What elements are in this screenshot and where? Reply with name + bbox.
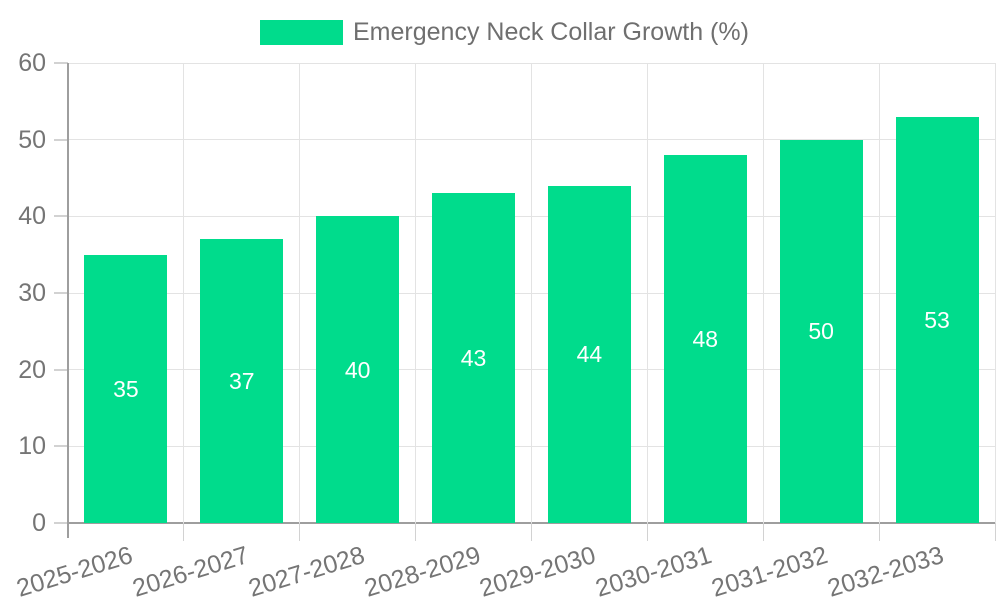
y-tick [54, 445, 68, 448]
x-tick [994, 523, 996, 541]
y-axis-label: 10 [18, 432, 46, 461]
legend-label: Emergency Neck Collar Growth (%) [353, 18, 749, 46]
y-axis-label: 50 [18, 125, 46, 154]
y-tick [54, 522, 68, 524]
bar[interactable] [316, 216, 400, 523]
bar[interactable] [84, 254, 168, 523]
legend-swatch [260, 20, 343, 45]
bar-value-label: 43 [460, 345, 487, 372]
x-tick [531, 523, 532, 541]
bar[interactable] [895, 116, 979, 523]
x-tick [183, 523, 185, 541]
y-axis-line [67, 63, 69, 538]
y-tick [54, 215, 68, 218]
y-axis-label: 30 [18, 279, 46, 307]
v-gridline [531, 63, 532, 523]
bar-value-label: 53 [924, 306, 950, 333]
v-gridline [878, 63, 880, 523]
bar-value-label: 35 [113, 375, 139, 402]
v-gridline [646, 63, 648, 523]
x-tick [415, 523, 417, 541]
legend-item[interactable]: Emergency Neck Collar Growth (%) [260, 20, 749, 45]
y-axis-label: 60 [18, 49, 46, 77]
v-gridline [183, 63, 185, 523]
v-gridline [762, 63, 764, 523]
y-axis-label: 40 [18, 202, 46, 231]
bar[interactable] [663, 155, 747, 523]
y-tick [54, 292, 68, 294]
x-tick [878, 523, 880, 541]
v-gridline [299, 63, 301, 523]
y-tick [54, 368, 68, 371]
bar-value-label: 50 [808, 318, 834, 345]
y-tick [54, 62, 68, 64]
y-axis-label: 0 [32, 509, 46, 537]
bar-value-label: 40 [344, 356, 371, 383]
v-gridline [994, 63, 996, 523]
bar-value-label: 37 [229, 368, 255, 395]
y-tick [54, 138, 68, 141]
bar-value-label: 44 [576, 341, 603, 368]
bar[interactable] [432, 193, 516, 523]
bar[interactable] [779, 139, 863, 523]
y-axis-label: 20 [18, 355, 46, 384]
x-tick [762, 523, 764, 541]
bar[interactable] [200, 239, 284, 523]
v-gridline [415, 63, 417, 523]
x-tick [646, 523, 648, 541]
x-tick [299, 523, 301, 541]
bar[interactable] [547, 185, 631, 523]
bar-value-label: 48 [692, 326, 719, 352]
